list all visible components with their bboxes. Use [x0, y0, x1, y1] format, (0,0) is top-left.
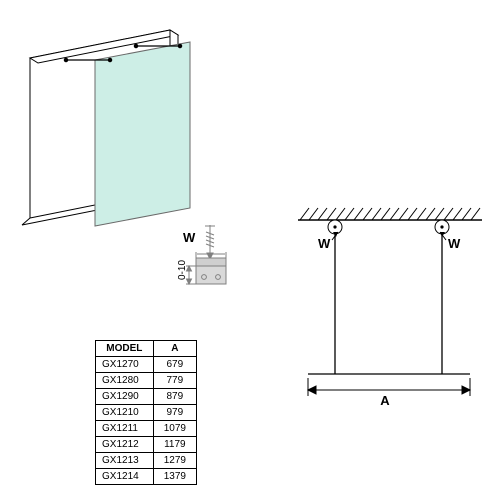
cell-A: 1279: [153, 453, 196, 469]
front-elevation: W W A: [298, 208, 482, 408]
ceiling-hatch: [300, 208, 480, 220]
cell-model: GX1210: [96, 405, 154, 421]
bracket-detail: W 0-10: [177, 225, 226, 284]
model-table: MODEL A GX1270679GX1280779GX1290879GX121…: [95, 340, 197, 485]
front-W-left: W: [318, 236, 331, 251]
isometric-view: [22, 30, 190, 226]
cell-A: 1079: [153, 421, 196, 437]
table-row: GX12141379: [96, 469, 197, 485]
col-A: A: [153, 341, 196, 357]
table-row: GX12111079: [96, 421, 197, 437]
cell-A: 979: [153, 405, 196, 421]
cell-model: GX1270: [96, 357, 154, 373]
cell-model: GX1290: [96, 389, 154, 405]
mount-right: [435, 220, 449, 234]
cell-model: GX1214: [96, 469, 154, 485]
range-label: 0-10: [177, 260, 188, 280]
cell-A: 879: [153, 389, 196, 405]
table-row: GX12131279: [96, 453, 197, 469]
table-row: GX1290879: [96, 389, 197, 405]
cell-model: GX1211: [96, 421, 154, 437]
dim-A-label: A: [380, 393, 390, 408]
col-model: MODEL: [96, 341, 154, 357]
cell-model: GX1213: [96, 453, 154, 469]
mount-left: [328, 220, 342, 234]
cell-model: GX1280: [96, 373, 154, 389]
table-row: GX1270679: [96, 357, 197, 373]
table-row: GX12121179: [96, 437, 197, 453]
front-W-right: W: [448, 236, 461, 251]
table-row: GX1210979: [96, 405, 197, 421]
cell-A: 779: [153, 373, 196, 389]
cell-model: GX1212: [96, 437, 154, 453]
bracket-W-label: W: [183, 230, 196, 245]
table-row: GX1280779: [96, 373, 197, 389]
iso-glass-panel: [95, 42, 190, 226]
cell-A: 1179: [153, 437, 196, 453]
cell-A: 679: [153, 357, 196, 373]
cell-A: 1379: [153, 469, 196, 485]
